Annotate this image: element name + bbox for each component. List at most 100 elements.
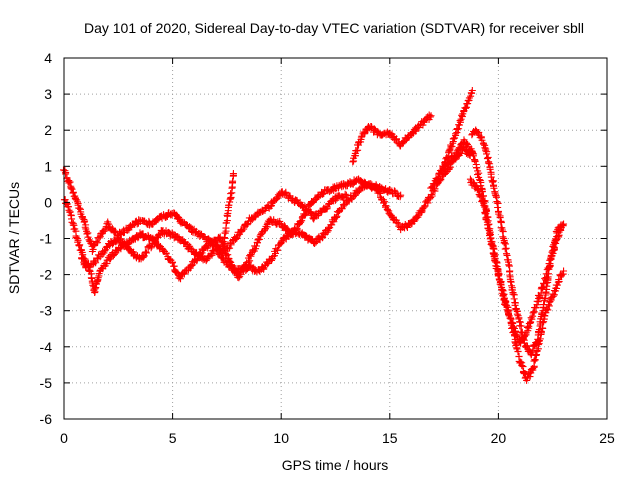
data-point [221,229,229,237]
data-point [509,290,517,298]
data-point [518,362,526,370]
data-point [535,337,543,345]
data-point [227,241,235,249]
data-point [142,249,150,257]
x-tick-label: 0 [60,430,68,446]
data-point [64,203,72,211]
data-point [392,135,400,143]
y-tick-label: -3 [40,303,53,319]
x-tick-label: 25 [599,430,615,446]
y-tick-label: 1 [44,158,52,174]
data-point [78,255,86,263]
data-point [342,191,350,199]
data-point [324,224,332,232]
x-tick-label: 20 [491,430,507,446]
data-point [546,260,554,268]
data-point [433,176,441,184]
data-point [434,174,442,182]
data-point [243,221,251,229]
data-point [488,241,496,249]
data-point [427,112,435,120]
data-point [427,190,435,198]
y-tick-label: 3 [44,86,52,102]
data-point [426,113,434,121]
data-point [452,131,460,139]
data-point [74,199,82,207]
data-point [307,235,315,243]
data-point [67,184,75,192]
y-tick-label: -5 [40,375,53,391]
data-point [252,242,260,250]
data-point [169,258,177,266]
data-point [560,267,568,275]
data-point [480,140,488,148]
y-tick-label: -6 [40,411,53,427]
data-point [490,184,498,192]
axis-ticks [63,57,608,420]
data-point [478,187,486,195]
data-point [553,281,561,289]
y-tick-label: 2 [44,122,52,138]
data-point [555,276,563,284]
data-point [544,264,552,272]
data-point [383,206,391,214]
data-point [338,205,346,213]
data-point [186,244,194,252]
data-point [486,165,494,173]
data-point [62,170,70,178]
data-point [500,238,508,246]
data-point [69,188,77,196]
data-point [296,218,304,226]
data-point [427,184,435,192]
data-point [505,310,513,318]
data-point [229,178,237,186]
data-point [474,186,482,194]
data-point [397,191,405,199]
data-point [381,198,389,206]
series-6 [427,86,476,192]
data-point [376,189,384,197]
data-point [539,283,547,291]
data-point [530,308,538,316]
data-point [519,369,527,377]
data-point [505,261,513,269]
data-point [502,250,510,258]
data-point [85,236,93,244]
data-point [456,144,464,152]
data-point [151,237,159,245]
y-axis-label: SDTVAR / TECUs [6,182,22,294]
data-point [494,203,502,211]
data-point [409,216,417,224]
data-point [227,190,235,198]
data-point [382,202,390,210]
data-point [489,178,497,186]
data-point [521,332,529,340]
data-point [415,124,423,132]
data-point [534,341,542,349]
data-point [501,245,509,253]
data-point [499,233,507,241]
data-point [557,224,565,232]
data-point [66,178,74,186]
data-point [482,147,490,155]
y-tick-label: -4 [40,339,53,355]
data-point [180,238,188,246]
y-tick-label: 4 [44,50,52,66]
data-point [496,214,504,222]
series-3 [78,143,474,276]
data-point [110,250,118,258]
data-point [399,139,407,147]
data-point [255,235,263,243]
data-point [226,244,234,252]
data-point [541,274,549,282]
x-tick-label: 10 [273,430,289,446]
data-point [497,280,505,288]
data-point [483,150,491,158]
data-point [215,234,223,242]
data-point [66,208,74,216]
data-point [539,319,547,327]
data-point [428,192,436,200]
data-point [476,193,484,201]
